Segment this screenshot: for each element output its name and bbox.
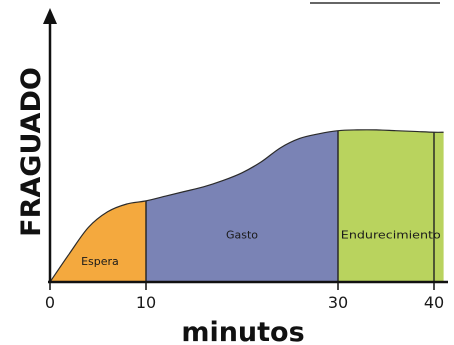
- region-label-espera: Espera: [81, 255, 119, 268]
- region-espera: [50, 200, 146, 282]
- y-axis-title: FRAGUADO: [16, 67, 47, 237]
- dividers-layer: [145, 130, 435, 282]
- x-axis-title: minutos: [181, 317, 304, 345]
- x-tick-label: 30: [328, 293, 348, 312]
- y-axis-arrow: [43, 8, 57, 24]
- x-tick-label: 40: [424, 293, 444, 312]
- region-gasto: [146, 130, 338, 282]
- x-tick-label: 0: [45, 293, 55, 312]
- regions-layer: [50, 129, 444, 282]
- ticks-layer: 0 10 30 40: [45, 282, 444, 312]
- region-endurecimiento: [338, 129, 444, 282]
- region-label-endurecimiento: Endurecimiento: [341, 228, 441, 241]
- region-labels-layer: Espera Gasto Endurecimiento: [81, 228, 441, 268]
- curve-line: [49, 129, 444, 283]
- region-label-gasto: Gasto: [226, 228, 258, 241]
- x-tick-label: 10: [136, 293, 156, 312]
